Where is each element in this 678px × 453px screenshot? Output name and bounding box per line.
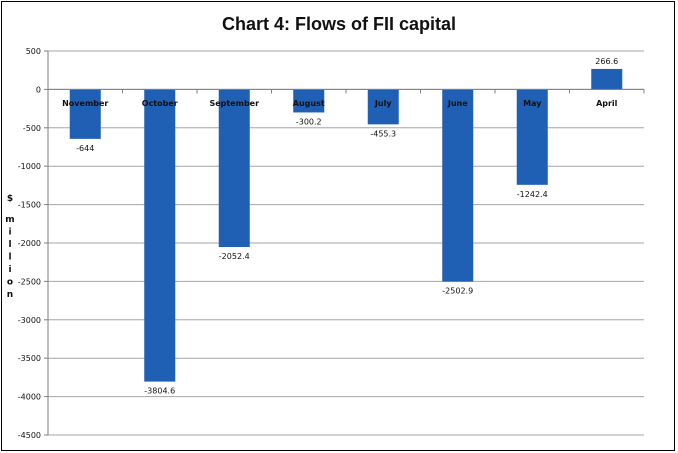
data-label: 266.6 — [595, 57, 618, 66]
y-tick-label: -3500 — [18, 354, 41, 363]
data-label: -644 — [76, 144, 94, 153]
y-axis-label: $ m i l l i o n — [5, 194, 14, 300]
y-tick-label: -500 — [23, 124, 41, 133]
y-tick-label: -3000 — [18, 316, 41, 325]
category-labels: November October September August July June Ma… — [62, 99, 618, 108]
y-axis-tick-labels: 500 0 -500 -1000 -1500 -2000 -2500 -3000 -3500 -4… — [18, 47, 41, 440]
data-label: -300.2 — [296, 117, 322, 126]
gridlines — [44, 50, 644, 436]
bar-november — [69, 89, 101, 139]
bars — [69, 68, 623, 382]
axes — [47, 51, 645, 435]
bar-october — [144, 89, 176, 382]
data-labels: -644 -3804.6 -2052.4 -300.2 -455.3 -2502.9 -12… — [76, 57, 618, 396]
y-tick-label: -2500 — [18, 277, 41, 286]
data-label: -3804.6 — [144, 387, 175, 396]
y-tick-label: -4000 — [18, 393, 41, 402]
bar-july — [367, 89, 399, 125]
bar-june — [442, 89, 474, 282]
bar-may — [516, 89, 548, 185]
y-tick-label: -1500 — [18, 201, 41, 210]
bar-april — [591, 68, 623, 90]
category-label: June — [447, 99, 468, 108]
category-label: May — [523, 99, 542, 108]
chart-title: Chart 4: Flows of FII capital — [222, 14, 456, 34]
y-tick-label: 500 — [26, 47, 41, 56]
bar-september — [218, 89, 250, 248]
data-label: -1242.4 — [517, 190, 548, 199]
category-label: November — [62, 99, 108, 108]
category-label: April — [596, 99, 618, 108]
y-tick-label: 0 — [36, 85, 41, 94]
data-label: -2502.9 — [442, 287, 473, 296]
bar-august — [293, 89, 325, 113]
y-axis-label-currency: $ — [7, 194, 13, 204]
category-label: July — [374, 99, 392, 108]
category-label: October — [142, 99, 178, 108]
category-label: August — [293, 99, 325, 108]
data-label: -455.3 — [370, 129, 396, 138]
y-tick-label: -2000 — [18, 239, 41, 248]
category-label: September — [209, 99, 259, 108]
y-tick-label: -1000 — [18, 162, 41, 171]
data-label: -2052.4 — [219, 252, 250, 261]
y-tick-label: -4500 — [18, 431, 41, 440]
